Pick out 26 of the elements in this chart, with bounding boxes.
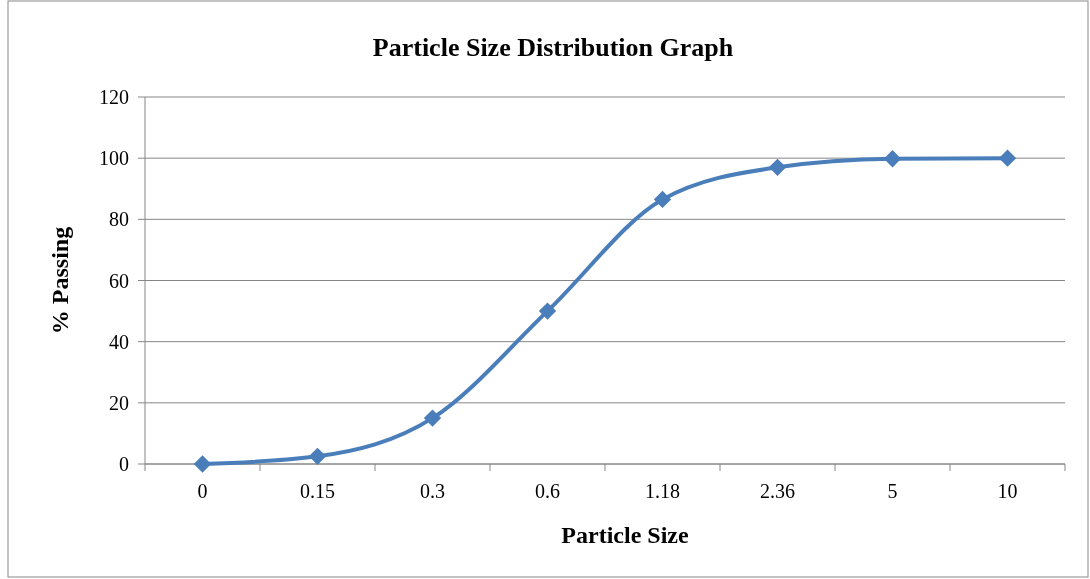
y-tick-label: 100 (99, 147, 129, 170)
chart-title: Particle Size Distribution Graph (372, 33, 734, 62)
y-tick-label: 0 (119, 453, 129, 475)
x-tick-label: 0 (197, 480, 208, 502)
point (538, 302, 557, 320)
x-tick-label: 5 (887, 480, 898, 502)
y-tick-label: 20 (109, 391, 129, 414)
point (768, 158, 787, 176)
x-tick-label: 1.18 (645, 480, 680, 502)
y-tick-label: 120 (99, 86, 129, 108)
x-axis-title: Particle Size (561, 522, 689, 548)
point (193, 455, 212, 473)
x-tick-label: 0.15 (300, 480, 335, 502)
x-tick-label: 10 (997, 480, 1018, 502)
point (653, 190, 672, 209)
point (308, 447, 327, 466)
x-tick-label: 2.36 (760, 480, 795, 502)
y-tick-label: 40 (109, 330, 129, 353)
point (998, 149, 1017, 167)
y-tick-label: 60 (109, 269, 129, 292)
point (423, 409, 442, 427)
x-tick-label: 0.3 (420, 480, 445, 502)
y-axis-title: % Passing (47, 226, 73, 335)
y-tick-label: 80 (109, 208, 129, 231)
point (883, 150, 902, 168)
x-tick-label: 0.6 (535, 480, 560, 502)
